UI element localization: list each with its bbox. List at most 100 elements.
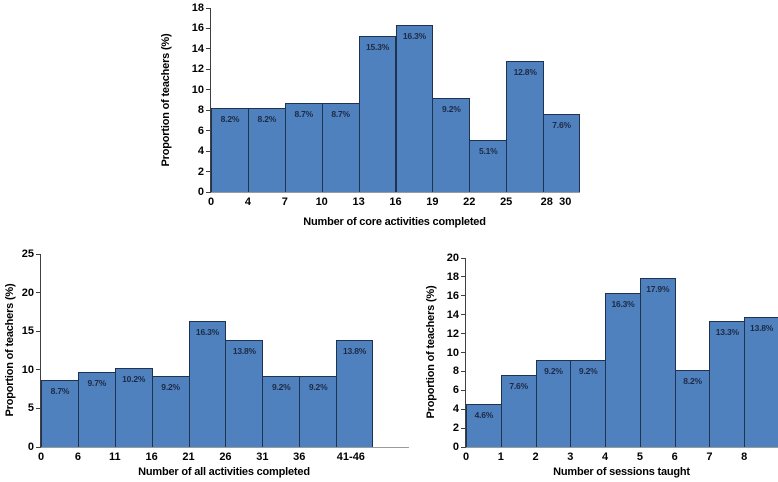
y-tick-label: 4 (452, 403, 459, 416)
bar: 13.8% (744, 316, 778, 447)
x-tick-label: 16 (145, 451, 158, 463)
x-tick-label: 7 (706, 451, 713, 463)
bar-value-label: 7.6% (509, 381, 528, 392)
y-tick-label: 10 (21, 363, 34, 376)
y-tick-label: 18 (191, 2, 204, 14)
bar-value-label: 16.3% (611, 298, 635, 309)
x-tick-label: 26 (219, 451, 232, 463)
bar: 8.7% (321, 103, 360, 192)
y-tick-mark (461, 257, 466, 259)
y-tick-mark (206, 48, 211, 50)
x-tick-label: 30 (559, 196, 572, 208)
x-tick-label: 21 (182, 451, 195, 463)
bar-value-label: 16.3% (402, 31, 426, 42)
x-tick-label: 7 (281, 196, 288, 208)
bar: 9.2% (570, 360, 607, 447)
x-tick-label: 4 (602, 451, 609, 463)
y-tick-mark (206, 27, 211, 29)
y-tick-label: 2 (452, 422, 459, 435)
bar-value-label: 8.7% (331, 109, 350, 120)
bar: 16.3% (605, 292, 641, 447)
bar-value-label: 13.8% (750, 322, 774, 333)
y-tick-label: 14 (446, 308, 459, 321)
y-tick-label: 0 (197, 186, 204, 198)
y-tick-mark (36, 369, 41, 371)
x-tick-label: 8 (741, 451, 748, 463)
y-tick-label: 16 (446, 289, 459, 302)
bar: 7.6% (543, 114, 580, 192)
y-tick-mark (36, 330, 41, 332)
x-tick-label: 4 (244, 196, 251, 208)
y-tick-mark (461, 446, 466, 448)
y-tick-mark (461, 333, 466, 335)
plot-area: 4.6% 7.6% 9.2% 9.2% 16.3% 17.9% 8.2% 13.3% 13.8%… (447, 252, 778, 463)
plot-area: 8.7% 9.7% 10.2% 9.2% 16.3% 13.8% 9.2% 9.2% 13.8%… (22, 248, 409, 463)
x-tick-label: 0 (462, 451, 470, 463)
y-tick-mark (206, 191, 211, 193)
y-tick-label: 20 (446, 252, 459, 264)
x-tick-label: 28 (540, 196, 553, 208)
y-tick-label: 8 (452, 365, 459, 378)
bar: 13.3% (709, 321, 746, 447)
bar-value-label: 15.3% (365, 41, 390, 52)
y-tick-label: 4 (197, 145, 204, 158)
x-axis-title: Number of all activities completed (138, 466, 310, 478)
bar-value-label: 8.2% (683, 375, 702, 386)
y-tick-label: 10 (446, 346, 459, 359)
x-tick-label: 36 (293, 451, 306, 463)
bar-value-label: 8.2% (220, 114, 240, 125)
bar-value-label: 17.9% (646, 283, 670, 294)
y-tick-mark (206, 150, 211, 152)
x-axis-title: Number of sessions taught (553, 466, 690, 478)
x-axis-line (466, 447, 778, 448)
plot-area: 8.2% 8.2% 8.7% 8.7% 15.3% 16.3% 9.2% 5.1% 12.8% 7… (192, 2, 580, 208)
y-tick-label: 18 (446, 270, 459, 283)
y-tick-mark (461, 314, 466, 316)
y-tick-mark (206, 68, 211, 70)
y-tick-label: 6 (197, 124, 204, 137)
y-tick-mark (36, 292, 41, 294)
y-tick-label: 5 (27, 402, 34, 415)
y-tick-mark (206, 171, 211, 173)
y-tick-mark (36, 446, 41, 448)
bar: 8.7% (41, 379, 79, 447)
bar: 16.3% (395, 25, 434, 192)
y-tick-mark (461, 408, 466, 410)
x-tick-label: 0 (207, 196, 215, 208)
bar-value-label: 9.2% (161, 381, 180, 392)
x-tick-label: 0 (37, 451, 45, 463)
bar-value-label: 7.6% (552, 120, 571, 131)
bar: 7.6% (500, 375, 537, 447)
y-tick-label: 8 (197, 104, 204, 117)
x-tick-label: 1 (497, 451, 504, 463)
bar: 13.8% (336, 340, 373, 447)
bar-value-label: 13.3% (715, 327, 739, 338)
bar: 17.9% (639, 277, 676, 447)
y-tick-mark (206, 7, 211, 9)
bar-value-label: 16.3% (195, 327, 220, 338)
bar-value-label: 9.2% (544, 366, 563, 377)
y-tick-label: 25 (21, 248, 34, 260)
y-tick-label: 20 (21, 286, 34, 299)
bar-value-label: 8.7% (50, 385, 70, 396)
y-tick-label: 0 (27, 441, 34, 453)
y-tick-label: 16 (191, 22, 204, 35)
y-tick-mark (461, 389, 466, 391)
bar-value-label: 8.2% (257, 114, 277, 125)
bar-value-label: 12.8% (513, 67, 537, 78)
bar: 8.2% (674, 369, 711, 447)
y-tick-label: 12 (191, 63, 204, 76)
bar-value-label: 8.7% (294, 109, 314, 120)
y-tick-label: 15 (21, 325, 34, 338)
y-tick-label: 2 (197, 165, 204, 178)
y-tick-label: 14 (191, 42, 204, 55)
y-tick-mark (461, 276, 466, 278)
y-tick-label: 6 (452, 384, 459, 397)
x-tick-label: 31 (256, 451, 269, 463)
y-tick-mark (36, 407, 41, 409)
x-tick-label: 2 (532, 451, 539, 463)
bar-value-label: 10.2% (122, 374, 146, 385)
y-tick-mark (461, 295, 466, 297)
